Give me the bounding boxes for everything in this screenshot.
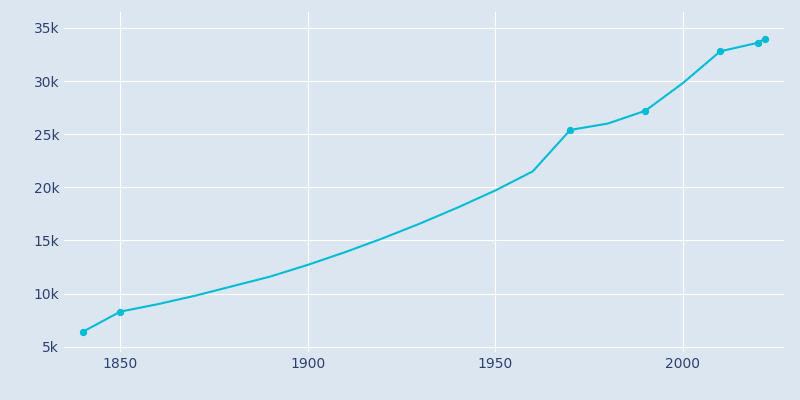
Point: [76, 329, 89, 335]
Point: [759, 35, 772, 42]
Point: [714, 48, 726, 54]
Point: [114, 308, 126, 315]
Point: [564, 127, 577, 133]
Point: [639, 108, 652, 114]
Point: [751, 40, 764, 46]
